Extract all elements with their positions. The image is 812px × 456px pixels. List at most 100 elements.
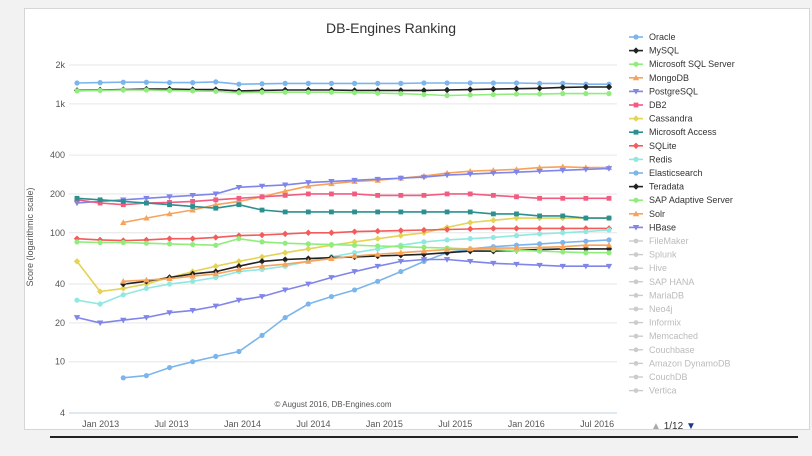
legend-item-oracle[interactable]: Oracle	[629, 32, 676, 42]
data-point-db2	[305, 191, 311, 197]
data-point-solr	[420, 247, 428, 254]
data-point-solr	[490, 244, 497, 251]
legend-item-splunk[interactable]: Splunk	[629, 250, 677, 260]
legend-item-neo4j[interactable]: Neo4j	[629, 304, 673, 314]
legend-marker	[633, 238, 639, 244]
data-point-solr	[351, 252, 358, 259]
legend-item-mongodb[interactable]: MongoDB	[629, 73, 689, 83]
data-point-elasticsearch	[305, 301, 311, 307]
data-point-hbase	[582, 263, 590, 270]
legend-label: Vertica	[649, 386, 677, 396]
legend-label: Elasticsearch	[649, 168, 703, 178]
data-point-sqlite	[490, 225, 497, 232]
legend-marker	[633, 102, 639, 108]
legend-item-cassandra[interactable]: Cassandra	[629, 114, 693, 124]
data-point-microsoft-sql-server	[74, 88, 80, 94]
data-point-hbase	[513, 261, 520, 268]
legend-label: Microsoft SQL Server	[649, 59, 735, 69]
data-point-sqlite	[305, 229, 312, 236]
data-point-cassandra	[235, 258, 243, 265]
legend-item-vertica[interactable]: Vertica	[629, 386, 677, 396]
data-point-microsoft-sql-server	[143, 87, 149, 93]
legend-item-mysql[interactable]: MySQL	[629, 46, 679, 56]
legend-item-sqlite[interactable]: SQLite	[629, 141, 677, 151]
y-axis: 4 10 20 40 100 200 400 1k 2k	[50, 60, 66, 418]
data-point-redis	[74, 297, 80, 303]
data-point-hbase	[490, 260, 497, 267]
data-point-mongodb	[166, 210, 173, 217]
legend-marker	[632, 210, 640, 217]
data-point-db2	[282, 192, 288, 198]
data-point-redis	[467, 236, 473, 242]
legend-item-microsoft-access[interactable]: Microsoft Access	[629, 127, 717, 137]
legend-item-teradata[interactable]: Teradata	[629, 182, 684, 192]
data-point-hbase	[73, 315, 81, 321]
data-point-hbase	[420, 257, 428, 263]
legend-item-solr[interactable]: Solr	[629, 209, 665, 219]
data-point-mysql	[559, 84, 566, 91]
data-point-microsoft-sql-server	[236, 90, 242, 96]
legend-item-mariadb[interactable]: MariaDB	[629, 290, 684, 300]
series-line-db2	[76, 193, 609, 206]
legend-page-up-icon[interactable]: ▲	[651, 421, 661, 432]
data-point-microsoft-sql-server	[444, 92, 450, 99]
series-line-sap-adaptive-server	[76, 237, 609, 254]
data-point-microsoft-access	[143, 200, 149, 206]
series-postgresql	[73, 166, 613, 207]
legend-page-down-icon[interactable]: ▼	[685, 421, 696, 432]
legend-item-memcached[interactable]: Memcached	[629, 331, 698, 341]
data-point-postgresql	[605, 166, 613, 172]
data-point-postgresql	[189, 192, 196, 199]
data-point-teradata	[281, 256, 289, 263]
legend-item-microsoft-sql-server[interactable]: Microsoft SQL Server	[629, 59, 735, 69]
data-point-solr	[189, 273, 196, 279]
data-point-elasticsearch	[375, 278, 381, 284]
legend-item-redis[interactable]: Redis	[629, 154, 673, 164]
data-point-microsoft-sql-server	[398, 91, 404, 97]
data-point-solr	[582, 242, 590, 248]
legend-marker	[632, 183, 640, 190]
data-point-db2	[352, 191, 357, 197]
legend-label: Couchbase	[649, 345, 695, 355]
legend-marker	[633, 320, 639, 325]
data-point-redis	[537, 231, 543, 237]
data-point-solr	[513, 244, 520, 251]
data-point-hbase	[166, 310, 173, 316]
legend-item-db2[interactable]: DB2	[629, 100, 667, 110]
data-point-elasticsearch	[120, 375, 126, 381]
data-point-sap-adaptive-server	[398, 244, 404, 250]
data-point-oracle	[351, 80, 358, 86]
legend-item-amazon-dynamodb[interactable]: Amazon DynamoDB	[629, 358, 731, 368]
legend-item-couchdb[interactable]: CouchDB	[629, 372, 688, 382]
data-point-solr	[397, 249, 405, 256]
legend-marker	[632, 74, 640, 81]
data-point-microsoft-access	[352, 209, 357, 215]
legend-marker	[633, 361, 639, 366]
legend-item-sap-adaptive-server[interactable]: SAP Adaptive Server	[629, 195, 733, 205]
data-point-sap-adaptive-server	[328, 241, 335, 248]
legend-marker	[632, 225, 640, 231]
data-point-sap-adaptive-server	[560, 249, 566, 255]
legend-item-couchbase[interactable]: Couchbase	[629, 345, 695, 355]
legend-label: Informix	[649, 318, 682, 328]
data-point-teradata	[582, 245, 590, 253]
legend-item-informix[interactable]: Informix	[629, 318, 682, 328]
legend-marker	[632, 47, 640, 54]
legend-item-postgresql[interactable]: PostgreSQL	[629, 86, 698, 96]
chart-svg: DB-Engines Ranking 41020401002004001k2k …	[25, 20, 735, 429]
data-point-db2	[190, 199, 196, 204]
legend-item-filemaker[interactable]: FileMaker	[629, 236, 689, 246]
series-line-solr	[123, 244, 609, 283]
data-point-hbase	[281, 287, 289, 294]
data-point-db2	[444, 191, 450, 197]
data-point-microsoft-access	[329, 209, 334, 215]
legend-item-hive[interactable]: Hive	[629, 263, 667, 273]
data-point-sqlite	[212, 234, 219, 241]
legend-item-hbase[interactable]: HBase	[629, 222, 676, 232]
legend-item-sap-hana[interactable]: SAP HANA	[629, 277, 694, 287]
data-point-microsoft-access	[97, 197, 103, 203]
data-point-microsoft-sql-server	[467, 92, 473, 98]
legend-item-elasticsearch[interactable]: Elasticsearch	[629, 168, 703, 178]
data-point-db2	[421, 192, 427, 198]
data-point-sqlite	[397, 227, 405, 234]
